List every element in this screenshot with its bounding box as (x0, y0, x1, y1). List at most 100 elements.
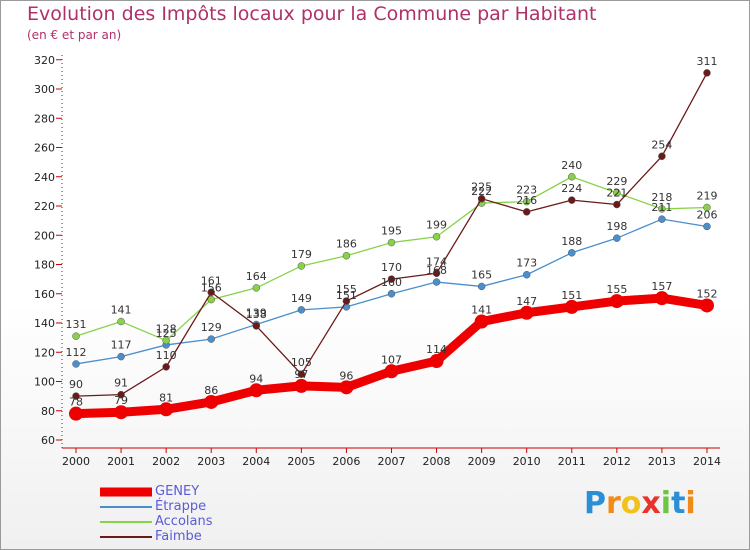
data-label-accolans: 222 (471, 185, 492, 198)
data-point-accolans (207, 295, 215, 304)
data-label-faimbe: 91 (114, 377, 128, 390)
data-point-accolans (703, 203, 711, 212)
x-tick-label: 2010 (513, 455, 541, 468)
data-label-geney: 79 (114, 394, 128, 407)
series-line-accolans (75, 176, 708, 342)
data-point-faimbe (477, 194, 486, 203)
data-point-faimbe (522, 208, 531, 216)
data-label-etrappe: 151 (336, 289, 357, 302)
legend-label-faimbe: Faimbe (155, 529, 202, 544)
x-tick-label: 2006 (332, 455, 360, 468)
data-point-geney (519, 305, 534, 320)
data-point-geney (384, 364, 399, 379)
data-label-faimbe: 138 (246, 308, 267, 321)
x-tick-label: 2009 (468, 455, 496, 468)
data-point-accolans (387, 238, 396, 247)
legend-label-etrappe: Étrappe (155, 499, 207, 514)
data-point-etrappe (522, 270, 531, 279)
data-point-etrappe (117, 352, 125, 361)
x-tick-label: 2011 (558, 455, 586, 468)
data-point-geney (159, 402, 174, 417)
y-tick-label: 300 (34, 83, 55, 96)
logo-letter: o (620, 486, 642, 521)
data-label-etrappe: 149 (291, 292, 312, 305)
data-label-geney: 81 (159, 391, 173, 404)
data-point-accolans (252, 284, 261, 292)
data-point-geney (339, 380, 354, 395)
data-point-faimbe (252, 322, 261, 330)
data-label-accolans: 141 (111, 304, 132, 317)
data-label-accolans: 195 (381, 225, 402, 238)
data-label-accolans: 179 (291, 248, 312, 261)
data-point-accolans (342, 251, 351, 260)
data-point-etrappe (387, 290, 396, 298)
y-tick-label: 180 (34, 259, 55, 272)
data-label-geney: 152 (696, 287, 717, 300)
chart-title: Evolution des Impôts locaux pour la Comm… (27, 3, 597, 25)
data-point-faimbe (162, 363, 170, 371)
data-point-faimbe (568, 196, 576, 204)
legend-swatch-etrappe (100, 506, 152, 508)
data-label-accolans: 128 (156, 323, 177, 336)
data-label-accolans: 229 (606, 175, 627, 188)
logo-letter: t (671, 486, 686, 521)
x-tick-label: 2004 (242, 455, 270, 468)
data-point-geney (294, 378, 309, 393)
data-label-faimbe: 225 (471, 181, 492, 194)
proxiti-logo: Proxiti (584, 486, 696, 521)
y-tick-label: 140 (34, 317, 55, 330)
data-point-accolans (613, 189, 621, 197)
data-label-accolans: 219 (696, 189, 717, 202)
data-point-etrappe (658, 215, 666, 223)
data-point-geney (699, 298, 714, 313)
y-tick-label: 320 (34, 54, 55, 67)
data-point-etrappe (703, 222, 711, 231)
data-point-faimbe (297, 370, 306, 378)
x-tick-label: 2001 (107, 455, 135, 468)
data-label-geney: 94 (249, 372, 263, 385)
data-label-etrappe: 173 (516, 257, 537, 270)
data-label-faimbe: 224 (561, 182, 582, 195)
data-point-etrappe (613, 234, 621, 242)
data-label-faimbe: 155 (336, 283, 357, 296)
data-label-geney: 114 (426, 343, 447, 356)
data-point-accolans (117, 317, 125, 326)
data-point-geney (474, 314, 489, 329)
data-label-faimbe: 105 (291, 356, 312, 369)
data-point-faimbe (342, 297, 351, 305)
x-tick-label: 2008 (423, 455, 451, 468)
legend-label-accolans: Accolans (155, 514, 213, 529)
data-point-etrappe (72, 360, 80, 368)
y-tick-label: 220 (34, 200, 55, 213)
logo-letter: x (641, 486, 661, 521)
data-point-accolans (522, 197, 531, 206)
data-label-etrappe: 129 (201, 321, 222, 334)
x-tick-label: 2000 (62, 455, 90, 468)
data-point-geney (564, 299, 579, 314)
x-tick-label: 2002 (152, 455, 180, 468)
logo-letter: P (584, 486, 606, 521)
data-label-geney: 151 (561, 289, 582, 302)
data-point-accolans (72, 332, 80, 340)
data-label-faimbe: 174 (426, 255, 447, 268)
data-label-geney: 147 (516, 295, 537, 308)
data-label-etrappe: 139 (246, 306, 267, 319)
data-label-accolans: 199 (426, 219, 447, 232)
data-point-geney (654, 291, 669, 306)
data-point-accolans (568, 173, 576, 181)
y-tick-label: 260 (34, 142, 55, 155)
data-point-faimbe (703, 69, 711, 77)
data-label-faimbe: 311 (696, 55, 717, 68)
data-label-etrappe: 211 (651, 201, 672, 214)
data-point-geney (204, 394, 219, 409)
data-point-geney (429, 354, 444, 369)
data-label-geney: 96 (339, 369, 353, 382)
y-tick-label: 100 (34, 376, 55, 389)
x-tick-label: 2005 (287, 455, 315, 468)
data-point-faimbe (613, 200, 621, 209)
data-label-geney: 86 (204, 384, 218, 397)
data-label-accolans: 186 (336, 238, 357, 251)
data-point-etrappe (207, 335, 215, 343)
y-tick-label: 160 (34, 288, 55, 301)
